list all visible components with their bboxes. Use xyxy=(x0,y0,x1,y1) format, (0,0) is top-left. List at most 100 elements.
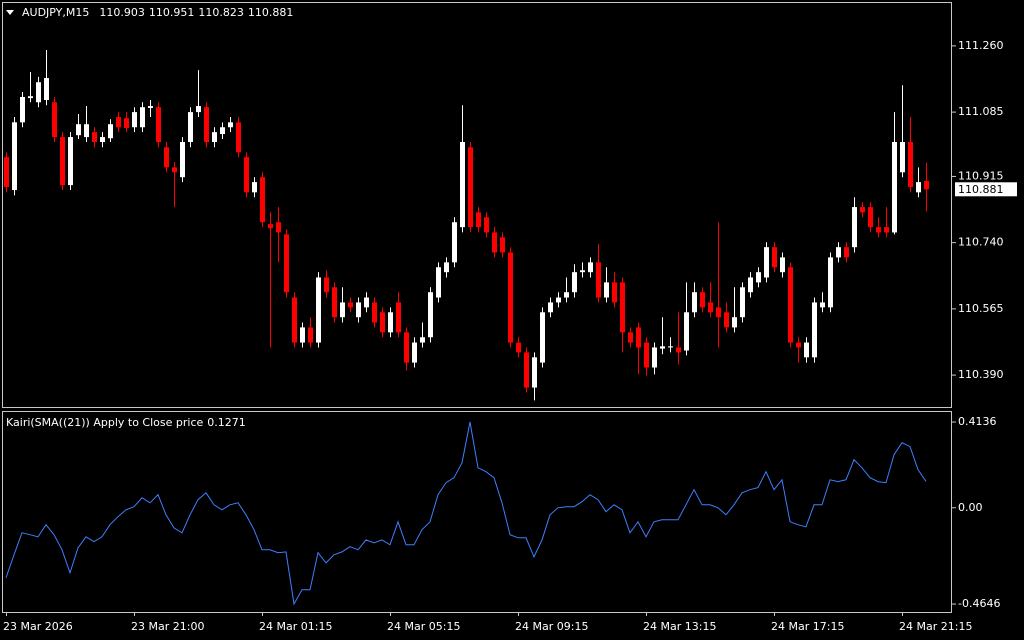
candle-body xyxy=(220,127,225,135)
candle-body xyxy=(852,207,857,248)
candle-body xyxy=(364,297,369,308)
candle-body xyxy=(884,227,889,233)
candle-body xyxy=(796,342,801,348)
candle-body xyxy=(900,142,905,173)
candle-body xyxy=(700,292,705,308)
candle-body xyxy=(732,317,737,328)
candle-body xyxy=(548,302,553,313)
candle-body xyxy=(36,82,41,103)
y-tick-label: 0.00 xyxy=(958,501,983,514)
candle-body xyxy=(828,257,833,308)
candle-body xyxy=(572,272,577,293)
candle-body xyxy=(628,332,633,343)
candle-body xyxy=(524,352,529,388)
symbol: AUDJPY,M15 xyxy=(22,6,89,19)
y-tick-label: 110.390 xyxy=(958,368,1004,381)
indicator-line xyxy=(5,421,927,606)
candle-body xyxy=(420,337,425,343)
candle-body xyxy=(324,277,329,293)
indicator-header: Kairi(SMA((21)) Apply to Close price 0.12… xyxy=(6,416,246,429)
candle-body xyxy=(300,327,305,343)
x-tick-label: 24 Mar 01:15 xyxy=(259,620,332,633)
candle-body xyxy=(68,137,73,186)
candle-body xyxy=(580,270,585,273)
candle-body xyxy=(116,117,121,128)
candle-body xyxy=(404,332,409,363)
candle-body xyxy=(252,182,257,193)
x-tick-label: 23 Mar 21:00 xyxy=(131,620,204,633)
candle-body xyxy=(748,277,753,293)
candle-body xyxy=(716,307,721,318)
candle-body xyxy=(708,302,713,313)
candle-body xyxy=(652,347,657,368)
candle-body xyxy=(532,357,537,388)
candle-body xyxy=(28,96,33,99)
candle-body xyxy=(52,102,57,138)
candle-body xyxy=(876,227,881,233)
candle-body xyxy=(468,147,473,228)
candle-body xyxy=(892,142,897,233)
y-tick-label: 110.915 xyxy=(958,169,1004,182)
candle-body xyxy=(564,292,569,298)
candle-body xyxy=(916,182,921,193)
candle-body xyxy=(444,262,449,273)
candle-body xyxy=(820,302,825,308)
ohlc-high: 110.951 xyxy=(149,6,195,19)
candle-body xyxy=(100,137,105,142)
candle-body xyxy=(660,346,665,349)
candle-body xyxy=(812,302,817,358)
x-tick-label: 24 Mar 21:15 xyxy=(899,620,972,633)
y-tick-label: 110.740 xyxy=(958,236,1004,249)
y-tick-label: 111.260 xyxy=(958,39,1004,52)
candle-body xyxy=(284,234,289,293)
x-tick-label: 23 Mar 2026 xyxy=(3,620,73,633)
candle-body xyxy=(676,347,681,353)
candle-body xyxy=(428,292,433,338)
candle-body xyxy=(436,267,441,298)
candle-body xyxy=(724,312,729,328)
x-tick-label: 24 Mar 13:15 xyxy=(643,620,716,633)
candle-body xyxy=(868,207,873,228)
candle-body xyxy=(372,302,377,323)
candle-body xyxy=(148,106,153,108)
candle-body xyxy=(476,212,481,228)
candle-body xyxy=(460,142,465,228)
candle-body xyxy=(260,177,265,223)
chart-header: AUDJPY,M15 110.903 110.951 110.823 110.881 xyxy=(22,6,293,19)
candle-body xyxy=(612,282,617,303)
menu-arrow[interactable] xyxy=(6,10,14,15)
candle-body xyxy=(500,237,505,253)
y-tick-label: 111.085 xyxy=(958,105,1004,118)
candle-body xyxy=(636,327,641,348)
candle-body xyxy=(764,247,769,278)
candle-body xyxy=(268,224,273,229)
y-tick-label: 110.565 xyxy=(958,302,1004,315)
price-label: 110.881 xyxy=(958,183,1004,196)
candle-body xyxy=(860,207,865,213)
candle-body xyxy=(596,262,601,298)
candle-body xyxy=(124,118,129,128)
candle-body xyxy=(380,312,385,333)
x-tick-label: 24 Mar 17:15 xyxy=(771,620,844,633)
candle-body xyxy=(76,124,81,136)
candle-body xyxy=(196,106,201,113)
candle-body xyxy=(740,287,745,318)
candle-body xyxy=(92,132,97,142)
candle-body xyxy=(684,312,689,351)
candle-body xyxy=(172,167,177,173)
candle-body xyxy=(772,247,777,268)
candle-body xyxy=(308,327,313,343)
candle-body xyxy=(804,342,809,358)
candle-body xyxy=(276,222,281,233)
ohlc-low: 110.823 xyxy=(198,6,244,19)
candle-body xyxy=(212,132,217,142)
candle-body xyxy=(780,257,785,273)
candle-body xyxy=(12,122,17,191)
ohlc-close: 110.881 xyxy=(248,6,294,19)
candle-body xyxy=(908,142,913,188)
candle-body xyxy=(108,124,113,139)
candle-body xyxy=(788,267,793,343)
y-tick-label: 0.4136 xyxy=(958,415,997,428)
